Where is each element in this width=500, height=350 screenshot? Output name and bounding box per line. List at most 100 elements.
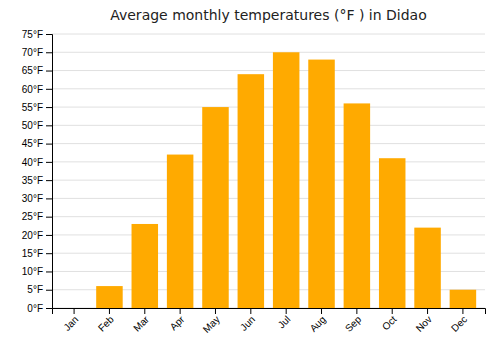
x-axis: Jan Feb Mar Apr May Jun Jul Aug Sep Oct Nov Dec <box>53 308 486 335</box>
bars <box>96 52 476 308</box>
y-tick-label: 50°F <box>22 120 43 131</box>
plot: Jan Feb Mar Apr May Jun Jul Aug Sep Oct Nov Dec 0°F 5… <box>22 29 486 335</box>
grid-line <box>52 180 485 181</box>
y-tick-label: 30°F <box>22 193 43 204</box>
y-tick-mark <box>46 107 52 108</box>
x-tick-label: Feb <box>96 313 116 333</box>
grid-line <box>52 143 485 144</box>
y-tick-label: 45°F <box>22 138 43 149</box>
x-tick: Apr <box>168 308 187 332</box>
y-tick: 60°F <box>22 84 52 95</box>
x-tick-label: Jan <box>61 314 80 333</box>
grid-line <box>52 52 485 53</box>
y-tick-label: 10°F <box>22 266 43 277</box>
y-tick-mark <box>46 180 52 181</box>
bar <box>344 103 371 308</box>
x-tick-label: Dec <box>449 314 469 334</box>
grid-line <box>52 70 485 71</box>
y-tick-label: 0°F <box>27 303 43 314</box>
grid <box>52 34 485 308</box>
x-tick: Feb <box>96 308 116 334</box>
y-tick-mark <box>46 71 52 72</box>
bar <box>238 74 265 308</box>
grid-line <box>52 107 485 108</box>
x-axis-line <box>53 309 486 315</box>
x-tick: May <box>201 308 222 335</box>
y-tick-label: 35°F <box>22 175 43 186</box>
x-tick: Nov <box>414 308 434 334</box>
x-tick: Dec <box>449 308 469 334</box>
y-tick-label: 25°F <box>22 211 43 222</box>
y-tick-label: 20°F <box>22 230 43 241</box>
x-tick-label: Nov <box>414 314 434 334</box>
x-tick-label: Jun <box>238 314 257 333</box>
y-tick-mark <box>46 89 52 90</box>
y-tick-mark <box>46 34 52 35</box>
y-tick: 5°F <box>27 284 52 295</box>
y-tick: 10°F <box>22 266 52 277</box>
x-tick-label: Mar <box>131 313 151 333</box>
y-tick: 15°F <box>22 248 52 259</box>
y-tick-mark <box>46 217 52 218</box>
x-tick-label: Oct <box>380 314 399 333</box>
y-axis-line <box>46 35 53 309</box>
y-tick-mark <box>46 198 52 199</box>
bar <box>96 286 123 308</box>
x-tick-mark <box>109 308 110 314</box>
x-tick-label: Sep <box>343 313 364 334</box>
bar <box>308 60 335 308</box>
x-tick-mark <box>215 308 216 314</box>
y-tick: 40°F <box>22 157 52 168</box>
grid-line <box>52 161 485 162</box>
x-tick-mark <box>427 308 428 314</box>
y-tick: 65°F <box>22 65 52 76</box>
y-tick-label: 70°F <box>22 47 43 58</box>
y-tick-mark <box>46 235 52 236</box>
bar <box>202 107 229 308</box>
y-tick-mark <box>46 253 52 254</box>
bar <box>273 52 300 308</box>
grid-line <box>52 216 485 217</box>
x-tick-mark <box>74 308 75 314</box>
x-tick: Jan <box>61 308 80 333</box>
grid-line <box>52 198 485 199</box>
x-tick-label: Apr <box>168 313 187 332</box>
y-tick-label: 60°F <box>22 84 43 95</box>
x-tick-mark <box>286 308 287 314</box>
x-tick: Jun <box>238 308 257 333</box>
chart: Jan Feb Mar Apr May Jun Jul Aug Sep Oct Nov Dec 0°F 5… <box>0 0 500 350</box>
bar <box>414 228 441 308</box>
x-tick-label: May <box>201 314 222 335</box>
x-tick: Mar <box>131 308 151 334</box>
y-tick-label: 55°F <box>22 102 43 113</box>
y-tick-mark <box>46 290 52 291</box>
bar <box>379 158 406 308</box>
y-tick: 0°F <box>27 303 52 314</box>
y-tick-mark <box>46 308 52 309</box>
y-tick-mark <box>46 144 52 145</box>
x-tick: Sep <box>343 308 364 334</box>
x-tick: Aug <box>308 308 328 334</box>
title: Average monthly temperatures (°F ) in Di… <box>110 7 427 23</box>
x-tick-mark <box>356 308 357 314</box>
x-tick-mark <box>180 308 181 314</box>
y-tick: 75°F <box>22 29 52 40</box>
y-tick-label: 75°F <box>22 29 43 40</box>
y-tick-mark <box>46 271 52 272</box>
y-tick-mark <box>46 162 52 163</box>
bar <box>132 224 159 308</box>
x-tick-mark <box>462 308 463 314</box>
y-tick: 30°F <box>22 193 52 204</box>
y-tick: 20°F <box>22 230 52 241</box>
x-tick-label: Jul <box>276 314 293 331</box>
x-tick-mark <box>392 308 393 314</box>
y-tick: 25°F <box>22 211 52 222</box>
x-tick: Jul <box>276 308 293 330</box>
y-tick: 50°F <box>22 120 52 131</box>
y-tick: 55°F <box>22 102 52 113</box>
bar <box>61 308 88 309</box>
y-tick-label: 65°F <box>22 65 43 76</box>
bar <box>450 290 477 308</box>
x-tick-mark <box>144 308 145 314</box>
x-tick-mark <box>250 308 251 314</box>
